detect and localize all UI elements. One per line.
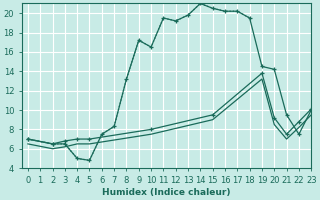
X-axis label: Humidex (Indice chaleur): Humidex (Indice chaleur) — [102, 188, 231, 197]
